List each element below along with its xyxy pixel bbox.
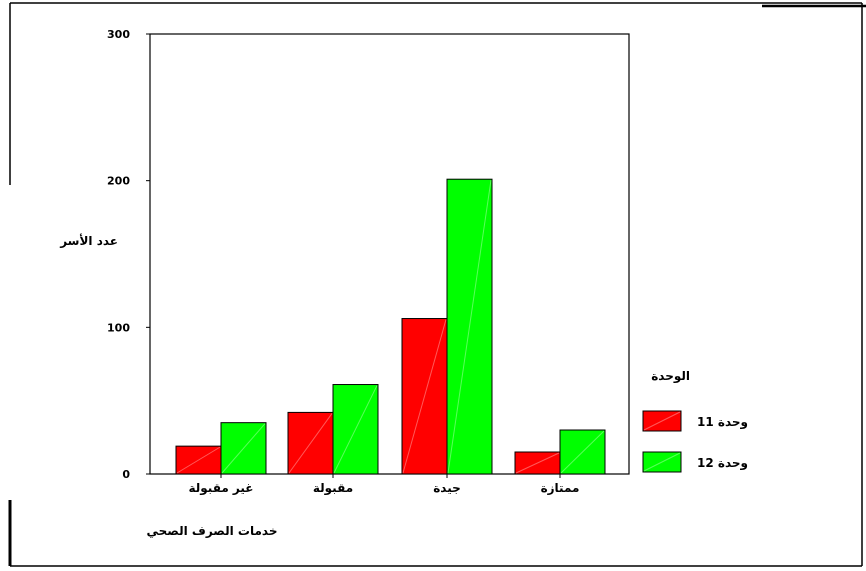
bar-1-3 — [401, 318, 448, 475]
bar-2-4 — [559, 429, 606, 475]
x-category-label: جيدة — [433, 481, 461, 495]
legend-title: الوحدة — [651, 369, 690, 384]
legend-swatch-1 — [642, 410, 682, 432]
y-tick-label: 0 — [122, 468, 130, 481]
y-tick-label: 300 — [107, 28, 130, 41]
outer-frame — [8, 2, 866, 567]
bar-sheen — [176, 446, 221, 474]
bar-sheen — [447, 180, 492, 474]
x-category-label: غير مقبولة — [188, 481, 253, 496]
y-tick-label: 100 — [107, 321, 130, 334]
bar-2-1 — [220, 422, 267, 475]
bars-group — [175, 178, 606, 478]
legend-label-2: وحدة 12 — [697, 456, 748, 471]
x-category-label: ممتازة — [541, 481, 580, 495]
y-axis-title: عدد الأسر — [59, 233, 118, 248]
bar-2-3 — [446, 178, 493, 475]
plot-area — [149, 33, 630, 475]
bar-1-2 — [287, 411, 334, 475]
x-category-label: مقبولة — [313, 481, 353, 496]
bar-sheen — [333, 385, 378, 474]
bar-sheen — [288, 413, 333, 474]
x-axis-title: خدمات الصرف الصحي — [146, 524, 277, 538]
y-axis: 0 100 200 300 — [107, 28, 150, 481]
bar-sheen — [402, 319, 447, 474]
legend-swatch-2 — [642, 451, 682, 473]
bar-sheen — [221, 423, 266, 474]
bar-sheen — [515, 452, 560, 474]
legend-swatch-sheen — [643, 452, 681, 472]
x-axis-labels: غير مقبولة مقبولة جيدة ممتازة — [188, 481, 579, 496]
bar-sheen — [560, 430, 605, 474]
legend-label-1: وحدة 11 — [697, 415, 748, 430]
legend-swatch-sheen — [643, 411, 681, 431]
y-tick-label: 200 — [107, 175, 130, 188]
legend: الوحدة وحدة 11 وحدة 12 — [642, 369, 748, 473]
bar-2-2 — [332, 384, 379, 475]
